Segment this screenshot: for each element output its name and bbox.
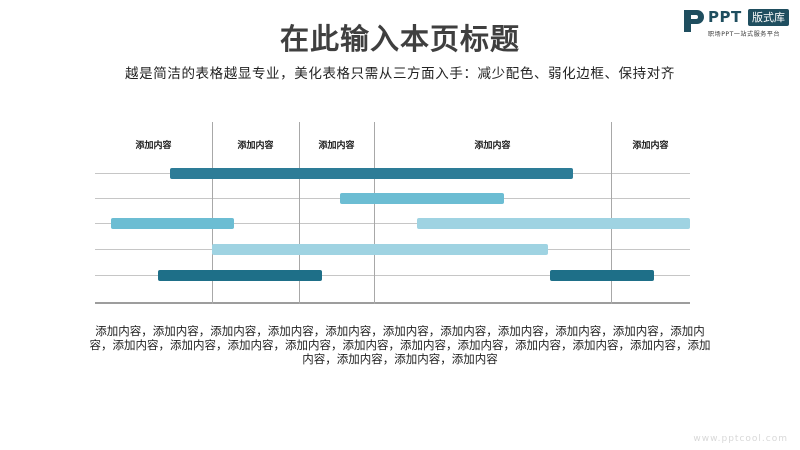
logo-brand: PPT xyxy=(708,8,742,26)
brand-logo: PPT 版式库 职场PPT一站式服务平台 xyxy=(682,8,794,38)
gantt-bar xyxy=(417,218,690,229)
gantt-bar xyxy=(340,193,504,204)
column-header: 添加内容 xyxy=(237,141,274,151)
column-header: 添加内容 xyxy=(135,141,172,151)
gantt-bar xyxy=(550,270,654,281)
gantt-bar xyxy=(111,218,234,229)
column-divider xyxy=(299,122,300,304)
column-header: 添加内容 xyxy=(318,141,355,151)
row-line xyxy=(95,302,690,304)
column-header: 添加内容 xyxy=(474,141,511,151)
column-divider xyxy=(374,122,375,304)
row-line xyxy=(95,223,690,224)
row-line xyxy=(95,275,690,276)
column-divider xyxy=(212,122,213,304)
column-header: 添加内容 xyxy=(632,141,669,151)
column-divider xyxy=(611,122,612,304)
logo-tag: 版式库 xyxy=(748,9,789,26)
gantt-bar xyxy=(212,244,548,255)
gantt-bar xyxy=(158,270,322,281)
gantt-bar xyxy=(170,168,573,179)
logo-icon xyxy=(684,10,704,32)
logo-tagline: 职场PPT一站式服务平台 xyxy=(708,31,781,38)
subtitle: 越是简洁的表格越显专业，美化表格只需从三方面入手：减少配色、弱化边框、保持对齐 xyxy=(125,66,675,82)
description-text: 添加内容，添加内容，添加内容，添加内容，添加内容，添加内容，添加内容，添加内容，… xyxy=(89,324,711,366)
gantt-table: 添加内容 添加内容 添加内容 添加内容 添加内容 xyxy=(95,122,690,304)
watermark: www.pptcool.com xyxy=(693,434,788,444)
page-title: 在此输入本页标题 xyxy=(279,22,520,56)
